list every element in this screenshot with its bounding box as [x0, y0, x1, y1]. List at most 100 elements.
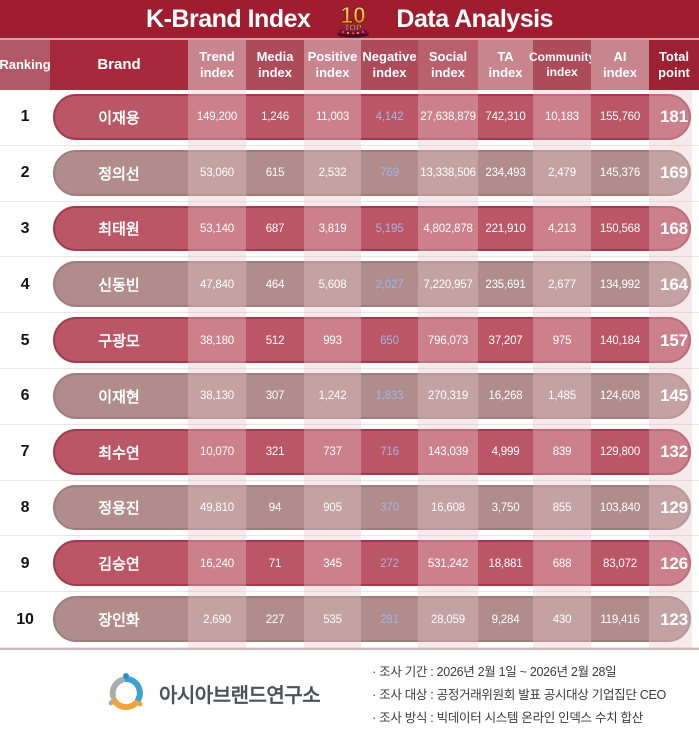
column-header-trend: Trend index: [188, 40, 246, 90]
positive-index-value: 535: [323, 613, 342, 626]
brand-name: 정의선: [98, 165, 140, 183]
total-point-value: 126: [660, 553, 688, 573]
column-header-brand: Brand: [50, 40, 188, 90]
positive-index-value: 345: [323, 557, 342, 570]
social-index-value: 13,338,506: [420, 167, 476, 180]
table-row: 8 정용진 49,810 94 905 370 16,608 3,750 855…: [0, 481, 699, 537]
brand-name: 최태원: [98, 221, 140, 239]
community-index-value: 1,485: [548, 390, 576, 403]
row-pill: [53, 149, 691, 196]
rank-value: 7: [20, 443, 30, 461]
negative-index-value: 4,142: [375, 111, 404, 124]
rank-value: 5: [20, 331, 30, 349]
ta-index-value: 221,910: [485, 222, 526, 235]
rank-value: 3: [20, 219, 30, 237]
positive-index-value: 905: [323, 501, 342, 514]
media-index-value: 227: [265, 613, 285, 626]
row-pill: [53, 540, 691, 587]
total-point-value: 129: [660, 497, 688, 517]
media-index-value: 1,246: [261, 111, 289, 124]
community-index-value: 975: [552, 334, 572, 347]
table-row: 2 정의선 53,060 615 2,532 769 13,338,506 23…: [0, 146, 699, 202]
table-row: 5 구광모 38,180 512 993 650 796,073 37,207 …: [0, 313, 699, 369]
community-index-value: 2,479: [548, 167, 576, 180]
social-index-value: 143,039: [427, 446, 469, 459]
media-index-value: 512: [265, 334, 285, 347]
social-index-value: 4,802,878: [423, 222, 473, 235]
ta-index-value: 234,493: [485, 167, 526, 180]
ai-index-value: 155,760: [599, 111, 641, 124]
total-point-value: 132: [660, 442, 688, 462]
ta-index-value: 235,691: [485, 278, 526, 291]
community-index-value: 839: [552, 446, 572, 459]
rank-value: 8: [20, 498, 30, 516]
table-row: 6 이재현 38,130 307 1,242 1,833 270,319 16,…: [0, 369, 699, 425]
brand-name: 구광모: [98, 333, 140, 351]
positive-index-value: 3,819: [318, 222, 347, 235]
ai-index-value: 145,376: [599, 167, 641, 180]
negative-index-value: 5,195: [375, 222, 404, 235]
ta-index-value: 9,284: [491, 613, 520, 626]
publisher-name: 아시아브랜드연구소: [159, 684, 321, 707]
footer: 아시아브랜드연구소 · 조사 기간 : 2026년 2월 1일 ~ 2026년 …: [0, 650, 699, 734]
media-index-value: 307: [265, 390, 285, 403]
positive-index-value: 5,608: [318, 278, 347, 291]
trend-index-value: 10,070: [200, 446, 234, 459]
negative-index-value: 1,833: [375, 390, 404, 403]
negative-index-value: 650: [380, 334, 399, 347]
table-row: 9 김승연 16,240 71 345 272 531,242 18,881 6…: [0, 536, 699, 593]
survey-notes: · 조사 기간 : 2026년 2월 1일 ~ 2026년 2월 28일 · 조…: [372, 661, 666, 726]
ta-index-value: 16,268: [488, 390, 523, 403]
survey-target: · 조사 대상 : 공정거래위원회 발표 공시대상 기업집단 CEO: [372, 687, 666, 702]
column-header-social: Social index: [418, 40, 478, 90]
social-index-value: 531,242: [427, 557, 469, 570]
asia-brand-institute-logo-icon: [108, 673, 143, 711]
media-index-value: 464: [265, 278, 285, 291]
negative-index-value: 272: [380, 557, 399, 570]
social-index-value: 16,608: [431, 501, 465, 514]
community-index-value: 2,677: [548, 278, 576, 291]
column-header-ranking: Ranking: [0, 40, 51, 90]
social-index-value: 28,059: [431, 613, 465, 626]
page-title-left: K-Brand Index: [146, 4, 311, 33]
social-index-value: 27,638,879: [420, 111, 476, 124]
column-header-media: Media index: [246, 40, 304, 90]
brand-name: 장인화: [98, 612, 140, 630]
column-header-community: Community index: [529, 40, 595, 90]
rank-value: 1: [20, 108, 30, 126]
row-pill: [53, 261, 691, 308]
brand-name: 최수연: [98, 444, 140, 462]
brand-name: 이재현: [98, 388, 140, 406]
ta-index-value: 742,310: [485, 111, 526, 124]
survey-method: · 조사 방식 : 빅데이터 시스템 온라인 인덱스 수치 합산: [372, 710, 643, 725]
ai-index-value: 150,568: [599, 222, 641, 235]
badge-number: 10: [341, 2, 367, 28]
total-point-value: 169: [660, 163, 688, 183]
rank-value: 10: [16, 610, 34, 628]
page-title-right: Data Analysis: [396, 4, 553, 33]
negative-index-value: 769: [380, 167, 399, 180]
negative-index-value: 716: [380, 446, 399, 459]
rank-value: 2: [20, 164, 30, 182]
trend-index-value: 49,810: [200, 501, 234, 514]
total-point-value: 123: [660, 609, 688, 629]
title-bar: K-Brand Index 10 TOP Data Analys: [0, 0, 699, 40]
table-row: 7 최수연 10,070 321 737 716 143,039 4,999 8…: [0, 425, 699, 481]
trend-index-value: 53,140: [200, 222, 234, 235]
total-point-value: 168: [660, 218, 688, 238]
community-index-value: 10,183: [545, 111, 579, 124]
trend-index-value: 47,840: [200, 278, 234, 291]
rank-value: 9: [20, 554, 30, 572]
badge-label: TOP: [345, 23, 363, 33]
total-point-value: 164: [660, 274, 688, 294]
community-index-value: 688: [552, 557, 572, 570]
table-body: 1 이재용 149,200 1,246 11,003 4,142 27,638,…: [0, 90, 699, 650]
brand-name: 정용진: [98, 500, 140, 518]
table-header-row: Ranking Brand Trend index Media index Po…: [0, 40, 699, 90]
ai-index-value: 119,416: [600, 613, 640, 626]
ai-index-value: 83,072: [603, 557, 637, 570]
column-header-negative: Negative index: [361, 40, 418, 90]
ai-index-value: 140,184: [599, 334, 641, 347]
brand-name: 신동빈: [98, 277, 140, 295]
